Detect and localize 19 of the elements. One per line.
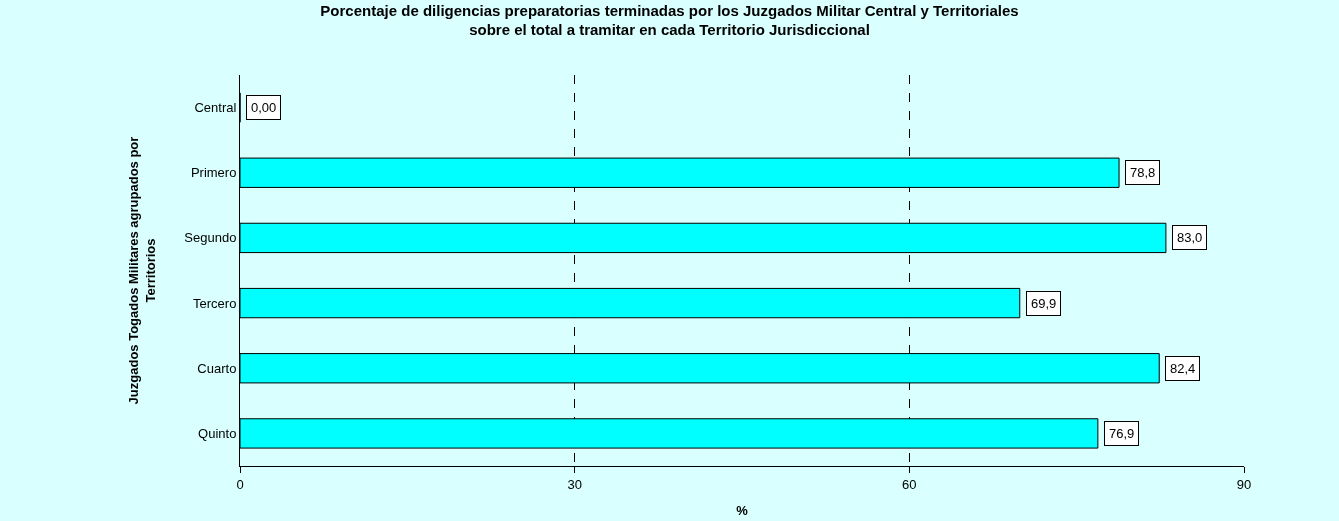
y-tick-label: Segundo [184,230,237,246]
y-tick-label: Cuarto [197,360,237,376]
x-tick-label: 90 [1236,476,1252,492]
y-axis-title: Juzgados Togados Militares agrupados por Territorios [126,136,159,405]
y-tick-label: Central [194,100,237,116]
data-label: 76,9 [1109,426,1135,441]
data-label: 0,00 [251,100,277,115]
y-tick-label: Quinto [198,425,237,441]
x-tick-label: 60 [902,476,917,492]
data-label: 83,0 [1177,230,1203,245]
x-tick-label: 0 [236,476,244,492]
chart-title: Porcentaje de diligencias preparatorias terminadas por los Juzgados Militar Central y Territoriales sobre el total a tramitar en cada Territorio Jurisdiccional [320,1,1019,39]
x-axis-title: % [736,503,749,518]
data-label: 82,4 [1170,361,1196,376]
data-label: 69,9 [1031,296,1057,311]
y-tick-label: Primero [190,165,237,181]
x-tick-label: 30 [567,476,582,492]
y-tick-label: Tercero [193,295,237,311]
data-label: 78,8 [1130,165,1156,180]
